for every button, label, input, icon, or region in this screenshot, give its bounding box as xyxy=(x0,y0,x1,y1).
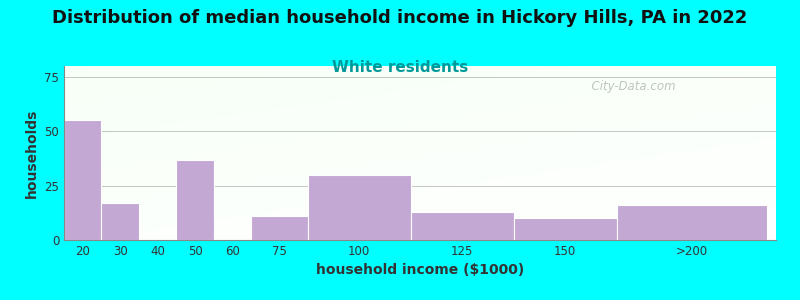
Text: Distribution of median household income in Hickory Hills, PA in 2022: Distribution of median household income … xyxy=(52,9,748,27)
Bar xyxy=(410,212,514,240)
Bar xyxy=(307,175,410,240)
Bar xyxy=(102,203,139,240)
Y-axis label: households: households xyxy=(25,108,38,198)
Bar xyxy=(177,160,214,240)
Bar xyxy=(251,216,307,240)
Text: White residents: White residents xyxy=(332,60,468,75)
X-axis label: household income ($1000): household income ($1000) xyxy=(316,263,524,278)
Text: City-Data.com: City-Data.com xyxy=(584,80,675,93)
Bar xyxy=(64,120,102,240)
Bar xyxy=(617,205,766,240)
Bar xyxy=(514,218,617,240)
